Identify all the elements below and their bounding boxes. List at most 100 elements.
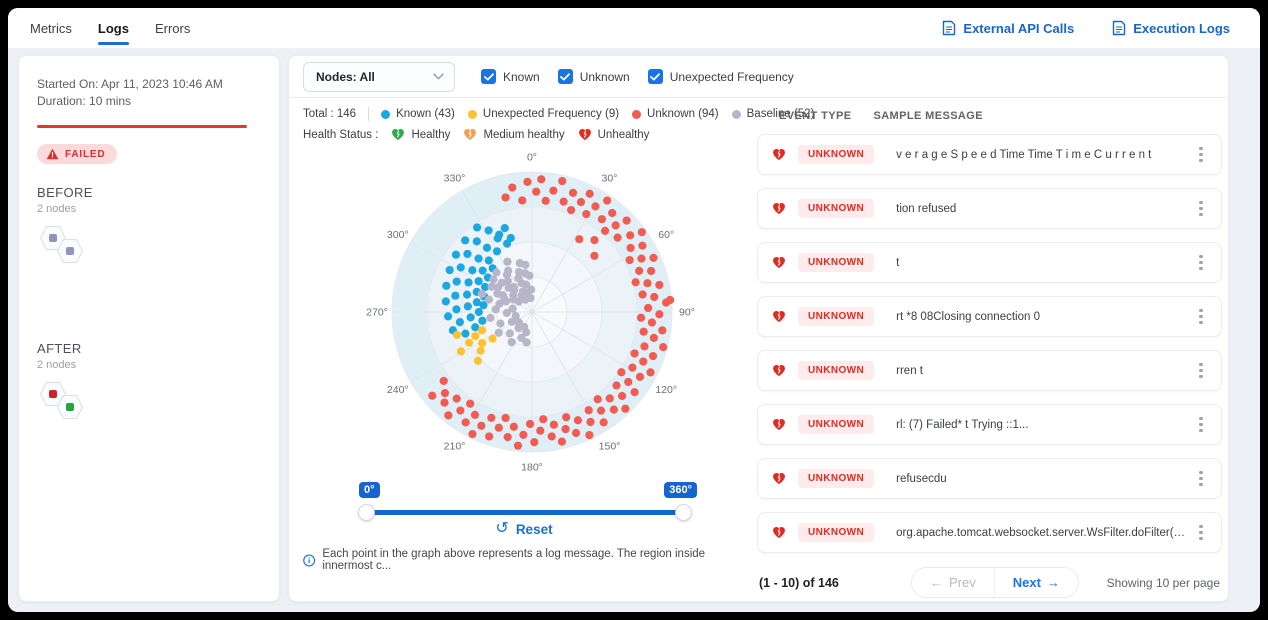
data-point-unknown[interactable]: [562, 413, 571, 422]
data-point-unknown[interactable]: [649, 253, 658, 263]
data-point-baseline[interactable]: [522, 338, 531, 347]
slider-track[interactable]: [367, 510, 683, 515]
data-point-unknown[interactable]: [655, 280, 664, 290]
data-point-unknown[interactable]: [573, 416, 583, 425]
data-point-known[interactable]: [462, 290, 472, 299]
data-point-known[interactable]: [482, 243, 492, 252]
data-point-unknown[interactable]: [593, 395, 602, 404]
data-point-known[interactable]: [506, 233, 515, 243]
data-point-unknown[interactable]: [626, 231, 635, 240]
data-point-known[interactable]: [461, 329, 470, 338]
data-point-unknown[interactable]: [503, 432, 512, 442]
data-point-unexpected-frequency[interactable]: [473, 356, 482, 365]
data-point-baseline[interactable]: [522, 289, 531, 298]
link-execution-logs[interactable]: Execution Logs: [1112, 20, 1230, 36]
data-point-unknown[interactable]: [530, 438, 539, 447]
data-point-known[interactable]: [442, 281, 451, 290]
data-point-unknown[interactable]: [584, 406, 593, 415]
data-point-unexpected-frequency[interactable]: [477, 326, 487, 335]
data-point-unknown[interactable]: [635, 266, 644, 275]
data-point-unexpected-frequency[interactable]: [464, 338, 474, 347]
data-point-unknown[interactable]: [612, 381, 621, 390]
data-point-baseline[interactable]: [509, 286, 519, 295]
data-point-unknown[interactable]: [519, 430, 528, 439]
data-point-baseline[interactable]: [477, 289, 487, 298]
data-point-known[interactable]: [472, 237, 481, 246]
table-row[interactable]: UNKNOWN t: [757, 242, 1222, 283]
data-point-unknown[interactable]: [576, 197, 586, 207]
data-point-unknown[interactable]: [582, 209, 591, 219]
data-point-baseline[interactable]: [502, 308, 511, 317]
data-point-known[interactable]: [474, 254, 483, 263]
nodes-dropdown[interactable]: Nodes: All: [303, 61, 455, 92]
data-point-known[interactable]: [474, 307, 483, 317]
data-point-baseline[interactable]: [502, 270, 512, 279]
data-point-unknown[interactable]: [571, 428, 581, 438]
data-point-baseline[interactable]: [521, 295, 530, 304]
data-point-unknown[interactable]: [508, 183, 517, 192]
data-point-unknown[interactable]: [532, 187, 541, 196]
data-point-unknown[interactable]: [635, 372, 645, 381]
data-point-unknown[interactable]: [630, 388, 639, 397]
data-point-unknown[interactable]: [637, 228, 646, 237]
data-point-unknown[interactable]: [444, 411, 453, 420]
data-point-unknown[interactable]: [621, 404, 630, 413]
data-point-baseline[interactable]: [486, 313, 495, 322]
data-point-unknown[interactable]: [637, 254, 646, 263]
data-point-unknown[interactable]: [439, 376, 448, 386]
data-point-unknown[interactable]: [575, 235, 584, 244]
data-point-unknown[interactable]: [648, 351, 658, 361]
table-row[interactable]: UNKNOWN rt *8 08Closing connection 0: [757, 296, 1222, 337]
table-row[interactable]: UNKNOWN v e r a g e S p e e d Time Time T…: [757, 134, 1222, 175]
data-point-known[interactable]: [472, 298, 481, 307]
data-point-known[interactable]: [500, 224, 509, 233]
data-point-known[interactable]: [451, 291, 460, 300]
data-point-known[interactable]: [495, 230, 504, 239]
data-point-unknown[interactable]: [590, 236, 599, 245]
data-point-unknown[interactable]: [639, 327, 648, 336]
kebab-menu-icon[interactable]: [1193, 305, 1209, 329]
data-point-unknown[interactable]: [600, 226, 610, 235]
data-point-unknown[interactable]: [537, 175, 546, 184]
data-point-unknown[interactable]: [541, 196, 550, 205]
data-point-unknown[interactable]: [452, 394, 461, 403]
data-point-known[interactable]: [478, 316, 487, 325]
table-row[interactable]: UNKNOWN tion refused: [757, 188, 1222, 229]
data-point-unknown[interactable]: [547, 432, 556, 441]
table-row[interactable]: UNKNOWN rren t: [757, 350, 1222, 391]
slider-handle-min[interactable]: [358, 504, 375, 521]
polar-chart-svg[interactable]: 0° 30° 60° 90° 120° 150° 180° 210° 240° 270° 300° 3…: [294, 144, 754, 474]
data-point-known[interactable]: [464, 278, 473, 287]
tab-logs[interactable]: Logs: [97, 8, 130, 48]
data-point-known[interactable]: [445, 265, 454, 275]
table-row[interactable]: UNKNOWN org.apache.tomcat.websocket.serve…: [757, 512, 1222, 553]
data-point-unknown[interactable]: [617, 368, 626, 377]
data-point-unknown[interactable]: [513, 441, 523, 450]
kebab-menu-icon[interactable]: [1193, 467, 1209, 491]
data-point-unknown[interactable]: [603, 196, 612, 205]
data-point-unknown[interactable]: [501, 193, 510, 202]
data-point-unknown[interactable]: [631, 278, 640, 287]
data-point-unknown[interactable]: [661, 298, 671, 307]
data-point-unknown[interactable]: [591, 202, 600, 211]
data-point-baseline[interactable]: [514, 267, 524, 277]
data-point-unknown[interactable]: [518, 196, 527, 205]
data-point-known[interactable]: [480, 282, 490, 292]
table-row[interactable]: UNKNOWN refusecdu: [757, 458, 1222, 499]
data-point-known[interactable]: [451, 250, 461, 259]
data-point-unknown[interactable]: [643, 279, 652, 288]
data-point-unknown[interactable]: [477, 421, 486, 430]
next-button[interactable]: Next →: [993, 568, 1078, 597]
data-point-baseline[interactable]: [487, 282, 496, 291]
kebab-menu-icon[interactable]: [1193, 143, 1209, 167]
data-point-unexpected-frequency[interactable]: [488, 334, 497, 343]
checkbox-unknown[interactable]: Unknown: [557, 69, 630, 84]
data-point-baseline[interactable]: [492, 268, 501, 277]
data-point-unknown[interactable]: [659, 343, 668, 352]
data-point-unknown[interactable]: [557, 437, 567, 446]
data-point-baseline[interactable]: [500, 294, 509, 303]
data-point-unknown[interactable]: [630, 349, 639, 358]
data-point-unknown[interactable]: [470, 410, 480, 419]
data-point-unknown[interactable]: [485, 432, 494, 441]
data-point-unknown[interactable]: [618, 391, 627, 401]
